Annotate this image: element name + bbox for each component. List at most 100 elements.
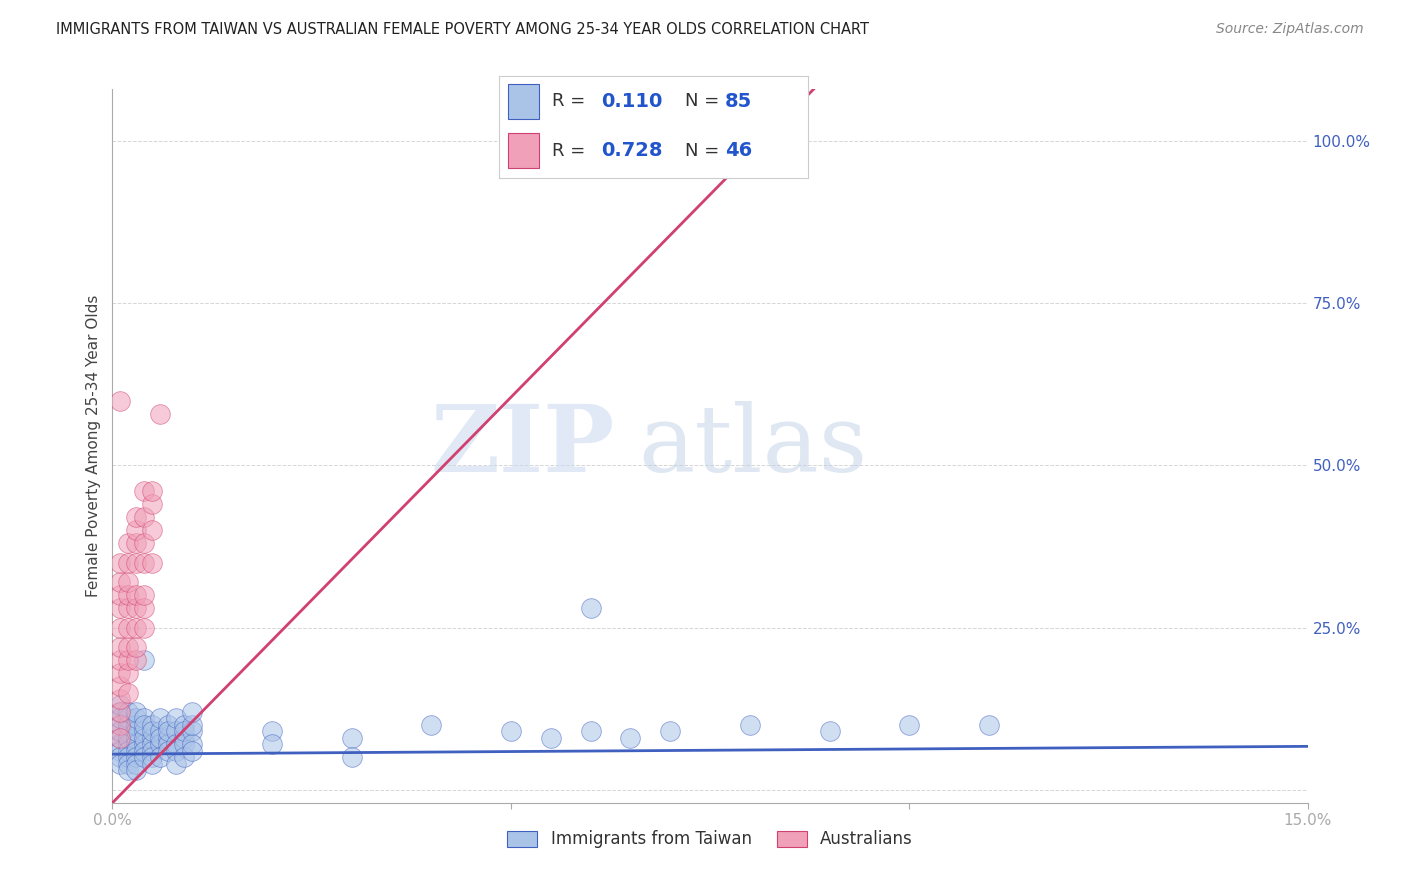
Point [110,393,132,408]
Point [149,738,172,752]
Point [117,750,139,764]
Point [141,724,163,739]
Point [134,718,156,732]
Point [165,756,187,771]
Point [260,724,283,739]
Point [141,756,163,771]
Point [125,724,148,739]
Point [165,744,187,758]
Point [157,718,180,732]
Point [738,718,761,732]
Point [173,718,195,732]
Point [141,731,163,745]
Point [141,718,163,732]
Point [125,711,148,725]
Point [117,556,139,570]
Point [134,744,156,758]
Point [134,510,156,524]
Text: 0.728: 0.728 [602,141,662,161]
Point [110,705,132,719]
Point [181,744,204,758]
Point [181,705,204,719]
Y-axis label: Female Poverty Among 25-34 Year Olds: Female Poverty Among 25-34 Year Olds [86,295,101,597]
Point [157,738,180,752]
Point [117,575,139,590]
Point [117,724,139,739]
Point [110,621,132,635]
Text: Source: ZipAtlas.com: Source: ZipAtlas.com [1216,22,1364,37]
Point [420,718,443,732]
FancyBboxPatch shape [509,84,540,119]
Point [173,731,195,745]
Point [181,738,204,752]
Point [110,692,132,706]
Point [540,731,562,745]
Point [125,556,148,570]
Point [110,724,132,739]
Point [125,731,148,745]
Point [165,724,187,739]
Point [134,738,156,752]
Point [117,640,139,654]
Point [141,750,163,764]
Point [110,640,132,654]
Point [110,750,132,764]
Point [173,738,195,752]
Point [141,484,163,499]
Point [125,744,148,758]
Point [579,134,602,148]
Point [117,744,139,758]
Text: N =: N = [685,142,724,160]
Point [117,764,139,778]
FancyBboxPatch shape [509,133,540,168]
Point [125,705,148,719]
Point [659,724,682,739]
Point [125,588,148,602]
Legend: Immigrants from Taiwan, Australians: Immigrants from Taiwan, Australians [501,824,920,855]
Point [110,718,132,732]
Text: 0.110: 0.110 [602,92,662,111]
Point [149,711,172,725]
Point [340,750,363,764]
Point [173,750,195,764]
Text: 46: 46 [725,141,752,161]
Point [125,653,148,667]
Point [110,575,132,590]
Point [125,621,148,635]
Point [117,718,139,732]
Point [110,731,132,745]
Point [125,640,148,654]
Point [134,621,156,635]
Point [134,556,156,570]
Point [165,711,187,725]
Point [141,744,163,758]
Point [117,653,139,667]
Point [181,718,204,732]
Text: atlas: atlas [638,401,868,491]
Point [157,731,180,745]
Point [134,653,156,667]
Point [340,731,363,745]
Point [579,601,602,615]
Point [125,738,148,752]
Point [110,744,132,758]
Point [110,718,132,732]
Point [141,524,163,538]
Point [110,711,132,725]
Point [125,524,148,538]
Point [141,556,163,570]
Point [117,756,139,771]
Point [977,718,1000,732]
Point [141,738,163,752]
Point [141,497,163,511]
Point [117,705,139,719]
Point [134,601,156,615]
Point [818,724,841,739]
Point [117,711,139,725]
Point [125,764,148,778]
Point [125,718,148,732]
Point [181,724,204,739]
Point [134,536,156,550]
Point [110,588,132,602]
Point [149,731,172,745]
